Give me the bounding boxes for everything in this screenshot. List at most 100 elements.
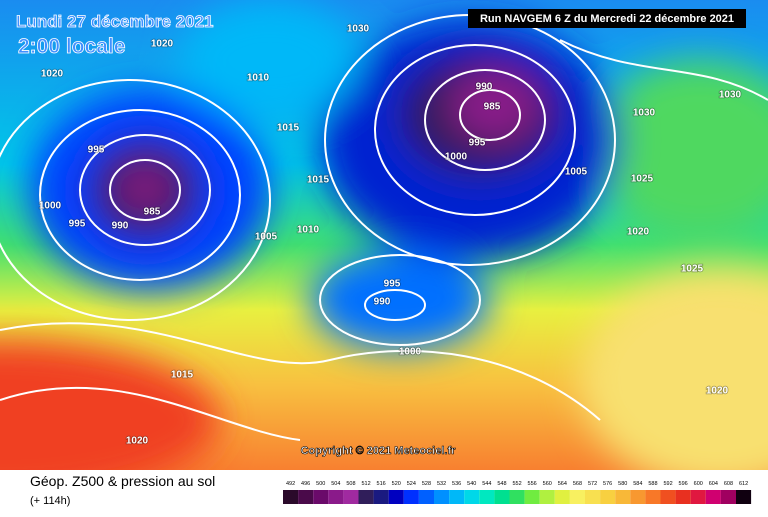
isobar-label: 1025	[631, 174, 654, 185]
scale-swatch	[283, 490, 299, 504]
scale-swatch	[418, 490, 434, 504]
scale-label: 564	[558, 481, 567, 487]
scale-swatch	[509, 490, 525, 504]
scale-label: 556	[528, 481, 537, 487]
scale-label: 524	[407, 481, 416, 487]
scale-label: 492	[286, 481, 295, 487]
scale-swatch	[358, 490, 374, 504]
isobar-label: 1000	[399, 347, 422, 358]
scale-swatch	[615, 490, 631, 504]
isobar-label: 995	[88, 145, 105, 156]
footer-lead: (+ 114h)	[30, 495, 70, 507]
scale-swatch	[479, 490, 495, 504]
scale-swatch	[645, 490, 661, 504]
scale-swatch	[585, 490, 601, 504]
scale-label: 536	[452, 481, 461, 487]
scale-swatch	[343, 490, 359, 504]
scale-label: 604	[709, 481, 718, 487]
isobar-label: 1020	[706, 386, 729, 397]
scale-label: 580	[618, 481, 627, 487]
scale-label: 500	[316, 481, 325, 487]
isobar-label: 1025	[681, 264, 704, 275]
scale-label: 504	[331, 481, 340, 487]
scale-swatch	[494, 490, 510, 504]
scale-swatch	[373, 490, 389, 504]
scale-label: 584	[633, 481, 642, 487]
scale-label: 548	[497, 481, 506, 487]
scale-label: 600	[694, 481, 703, 487]
scale-label: 508	[346, 481, 355, 487]
scale-label: 512	[361, 481, 370, 487]
scale-label: 540	[467, 481, 476, 487]
copyright: Copyright © 2021 Meteociel.fr	[301, 445, 457, 457]
scale-label: 496	[301, 481, 310, 487]
scale-label: 532	[437, 481, 446, 487]
isobar-label: 1000	[39, 201, 62, 212]
isobar-label: 1020	[151, 39, 174, 50]
scale-label: 608	[724, 481, 733, 487]
footer-title: Géop. Z500 & pression au sol	[30, 473, 215, 489]
isobar-label: 1015	[171, 370, 194, 381]
scale-swatch	[328, 490, 344, 504]
scale-swatch	[298, 490, 314, 504]
isobar-label: 995	[469, 138, 486, 149]
scale-swatch	[630, 490, 646, 504]
scale-label: 596	[679, 481, 688, 487]
isobar-label: 1020	[126, 436, 149, 447]
scale-label: 576	[603, 481, 612, 487]
scale-swatch	[403, 490, 419, 504]
scale-label: 520	[392, 481, 401, 487]
isobar-label: 985	[484, 102, 501, 113]
isobar-label: 990	[374, 297, 391, 308]
isobar-label: 1000	[445, 152, 468, 163]
scale-swatch	[449, 490, 465, 504]
scale-label: 568	[573, 481, 582, 487]
isobar-label: 1015	[307, 175, 330, 186]
isobar-label: 1030	[719, 90, 742, 101]
isobar-label: 1005	[565, 167, 588, 178]
time: 2:00 locale	[18, 35, 125, 58]
scale-swatch	[705, 490, 721, 504]
scale-swatch	[434, 490, 450, 504]
scale-label: 544	[482, 481, 491, 487]
isobar-label: 1020	[627, 227, 650, 238]
scale-swatch	[464, 490, 480, 504]
scale-label: 516	[377, 481, 386, 487]
scale-swatch	[660, 490, 676, 504]
scale-label: 572	[588, 481, 597, 487]
isobar-label: 990	[112, 221, 129, 232]
isobar-label: 1030	[347, 24, 370, 35]
isobar-label: 1005	[255, 232, 278, 243]
isobar-label: 995	[69, 219, 86, 230]
isobar-label: 995	[384, 279, 401, 290]
isobar-label: 985	[144, 207, 161, 218]
scale-swatch	[690, 490, 706, 504]
isobar-label: 1010	[247, 73, 270, 84]
map-background	[0, 0, 768, 500]
scale-label: 588	[648, 481, 657, 487]
scale-swatch	[313, 490, 329, 504]
scale-swatch	[720, 490, 736, 504]
date-header: Lundi 27 décembre 2021 2:00 locale	[16, 12, 214, 59]
scale-label: 552	[512, 481, 521, 487]
isobar-label: 1015	[277, 123, 300, 134]
scale-swatch	[388, 490, 404, 504]
isobar-label: 1020	[41, 69, 64, 80]
isobar-label: 990	[476, 82, 493, 93]
scale-swatch	[600, 490, 616, 504]
scale-swatch	[539, 490, 555, 504]
scale-label: 560	[543, 481, 552, 487]
isobar-label: 1010	[297, 225, 320, 236]
run-box	[468, 9, 746, 28]
date: Lundi 27 décembre 2021	[16, 12, 213, 31]
isobar-label: 1030	[633, 108, 656, 119]
run-label: Run NAVGEM 6 Z du Mercredi 22 décembre 2…	[480, 13, 734, 25]
scale-swatch	[524, 490, 540, 504]
color-scale: 492 496 500 504 508 512 516 520 524 528 532 536 540 5…	[283, 481, 752, 504]
scale-swatch	[554, 490, 570, 504]
scale-label: 528	[422, 481, 431, 487]
scale-swatch	[675, 490, 691, 504]
scale-label: 612	[739, 481, 748, 487]
scale-swatch	[736, 490, 752, 504]
